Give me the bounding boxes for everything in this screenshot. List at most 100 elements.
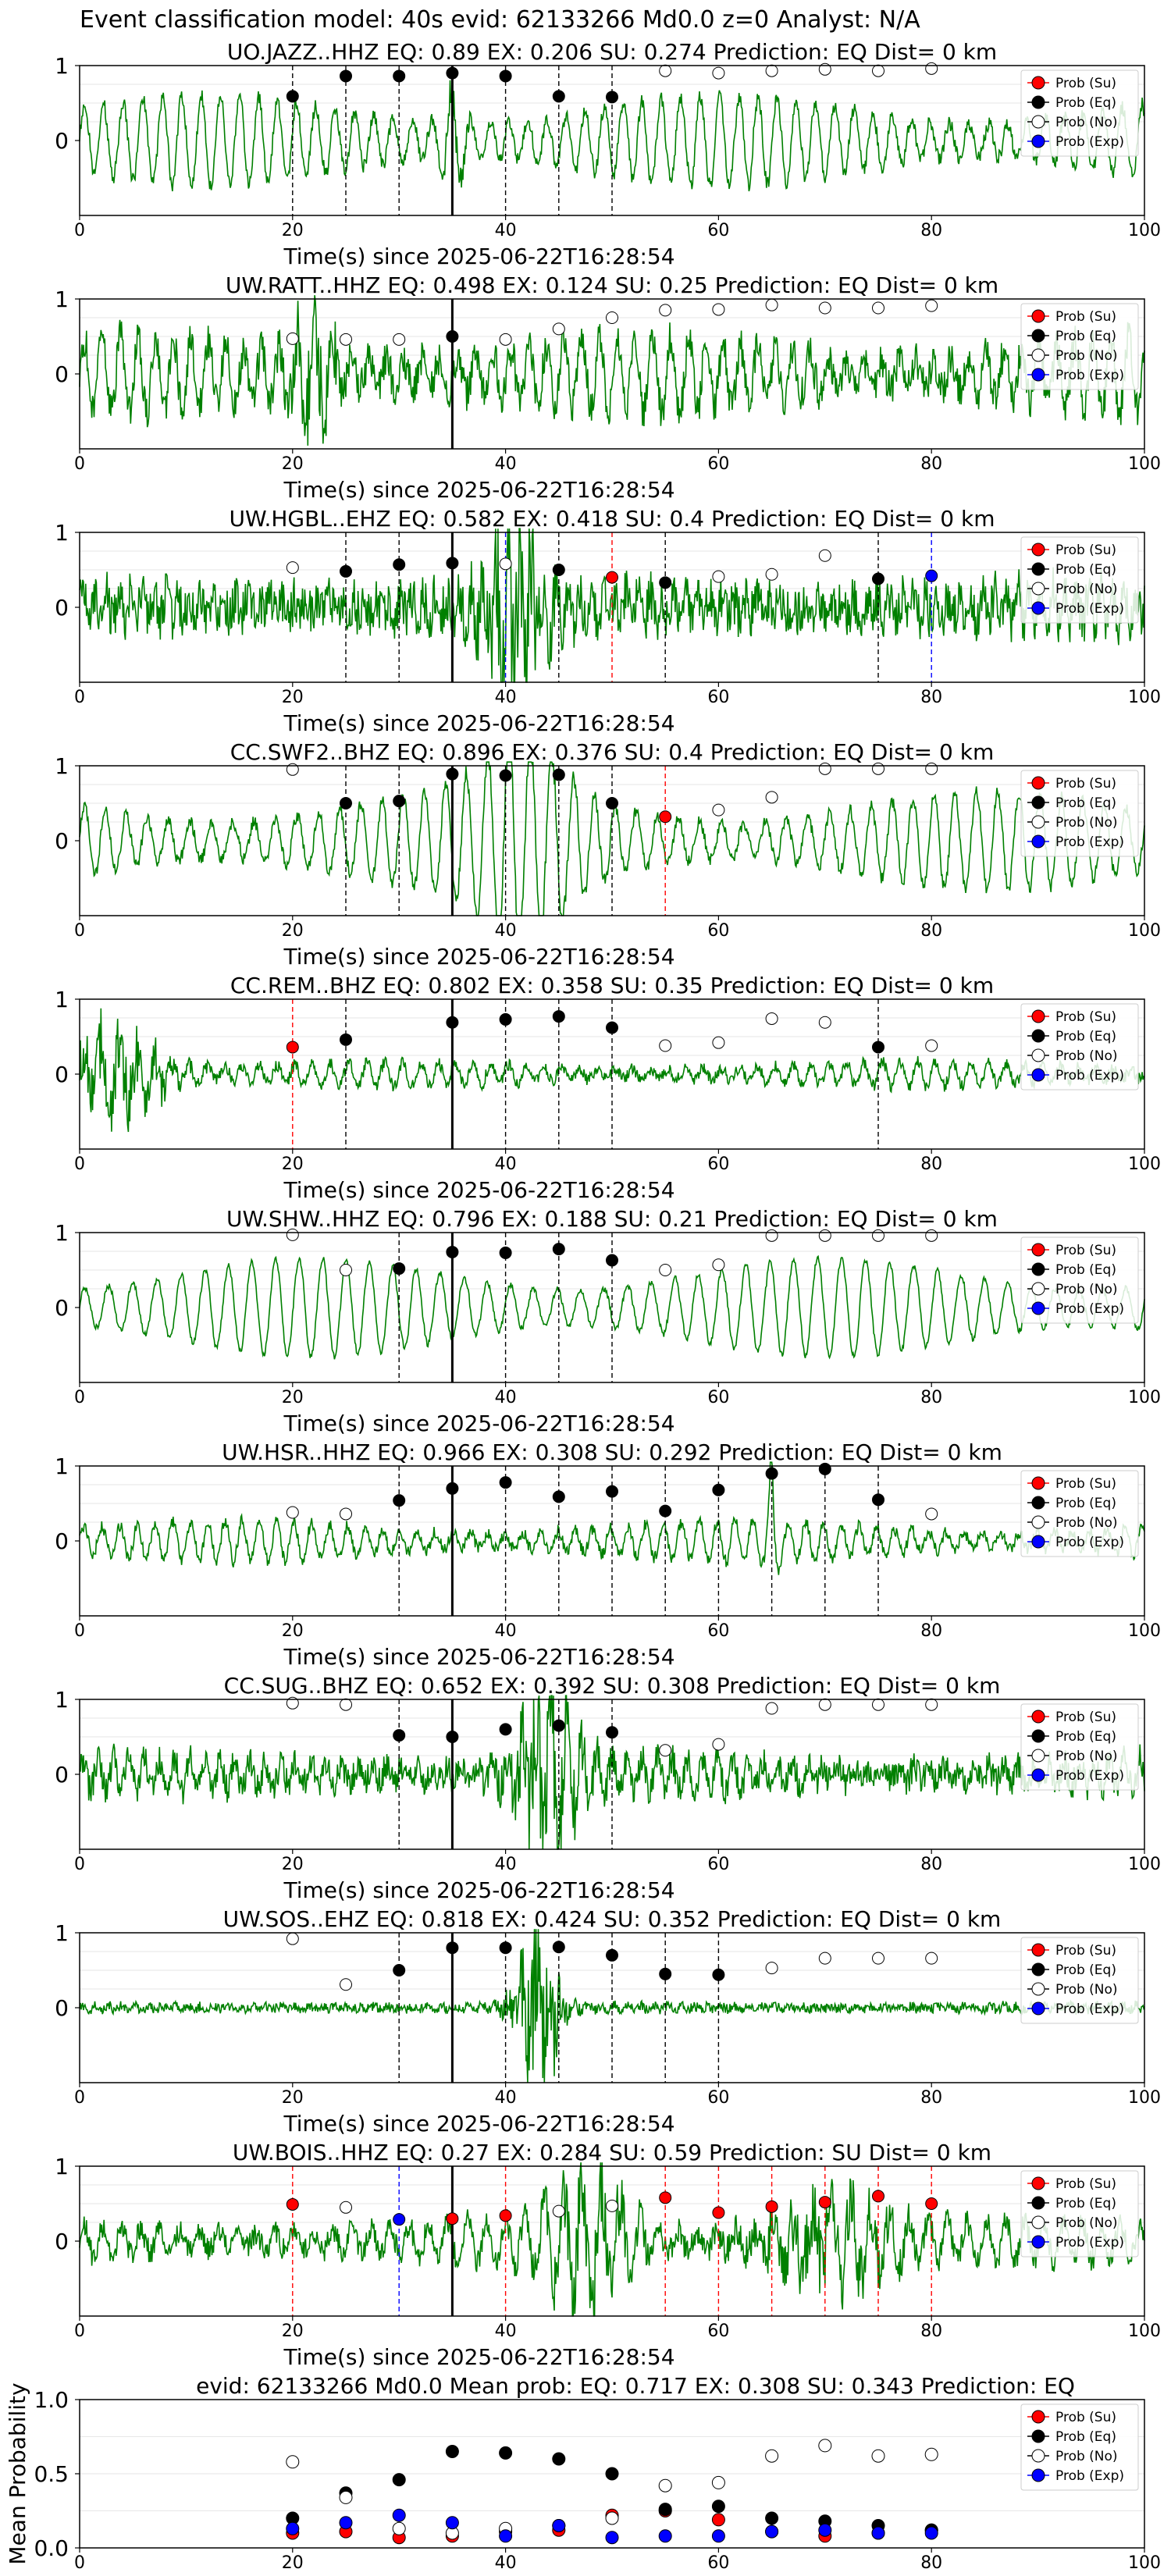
legend-marker — [1031, 329, 1045, 343]
mean-prob-marker — [765, 2449, 779, 2463]
legend-marker — [1031, 1243, 1045, 1257]
x-tick-label: 100 — [1128, 2553, 1161, 2573]
prob-marker — [925, 1698, 938, 1711]
legend-box — [1020, 303, 1139, 390]
x-tick-label: 20 — [282, 221, 304, 240]
legend-box — [1020, 536, 1139, 624]
prob-marker — [340, 1264, 352, 1276]
y-tick-label: 0 — [55, 128, 69, 154]
x-tick-label: 40 — [495, 1855, 517, 1874]
x-tick-label: 20 — [282, 2088, 304, 2108]
legend-marker — [1031, 582, 1045, 596]
x-tick-label: 0 — [74, 688, 85, 707]
mean-prob-marker — [818, 2439, 832, 2453]
x-tick-label: 60 — [707, 454, 729, 474]
prob-marker — [499, 1723, 512, 1736]
prob-marker — [286, 1041, 299, 1054]
legend-marker — [1031, 1068, 1045, 1082]
x-tick-label: 100 — [1128, 1855, 1161, 1874]
legend-label: Prob (Exp) — [1055, 834, 1124, 850]
mean-prob-marker — [286, 2521, 300, 2535]
x-tick-label: 0 — [74, 2088, 85, 2108]
prob-marker — [499, 557, 512, 571]
y-axis-label: Mean Probability — [5, 2382, 30, 2564]
x-tick-label: 20 — [282, 1155, 304, 1174]
prob-marker — [446, 1245, 459, 1258]
mean-prob-marker — [339, 2490, 353, 2504]
prob-marker — [659, 1967, 672, 1980]
legend-marker — [1031, 95, 1045, 109]
legend-label: Prob (Eq) — [1055, 1729, 1116, 1745]
x-tick-label: 80 — [920, 2088, 942, 2108]
legend-label: Prob (Eq) — [1055, 2196, 1116, 2211]
x-tick-label: 0 — [74, 921, 85, 941]
prob-marker — [712, 803, 725, 817]
x-tick-label: 0 — [74, 1155, 85, 1174]
x-tick-label: 0 — [74, 1621, 85, 1641]
prob-marker — [659, 576, 672, 589]
prob-marker — [606, 2199, 618, 2212]
x-tick-label: 80 — [920, 221, 942, 240]
x-tick-label: 60 — [707, 1388, 729, 1407]
legend-label: Prob (Su) — [1055, 2410, 1116, 2425]
prob-marker — [340, 564, 352, 578]
x-tick-label: 40 — [495, 1621, 517, 1641]
prob-marker — [340, 2201, 352, 2214]
mean-prob-marker — [445, 2445, 459, 2458]
prob-marker — [499, 1476, 512, 1489]
prob-marker — [606, 1485, 618, 1498]
y-tick-label: 1 — [55, 753, 69, 779]
prob-marker — [818, 762, 831, 775]
prob-marker — [393, 1262, 406, 1276]
prob-marker — [712, 1483, 725, 1496]
prob-marker — [712, 303, 725, 316]
mean-prob-marker — [871, 2449, 885, 2463]
mean-prob-marker — [871, 2526, 885, 2540]
legend-marker — [1031, 1710, 1045, 1724]
mean-prob-marker — [552, 2519, 566, 2532]
x-tick-label: 60 — [707, 688, 729, 707]
legend-marker — [1031, 1476, 1045, 1490]
prob-marker — [818, 1229, 831, 1242]
prob-marker — [818, 62, 831, 76]
prob-marker — [818, 301, 831, 315]
prob-marker — [446, 1482, 459, 1495]
x-tick-label: 40 — [495, 1155, 517, 1174]
panel-title: CC.SWF2..BHZ EQ: 0.896 EX: 0.376 SU: 0.4… — [230, 739, 994, 765]
y-tick-label: 1 — [55, 53, 69, 79]
y-tick-label: 1 — [55, 286, 69, 312]
prob-marker — [499, 1246, 512, 1259]
x-tick-label: 80 — [920, 2553, 942, 2573]
prob-marker — [286, 90, 299, 103]
prob-marker — [446, 66, 459, 80]
x-tick-label: 100 — [1128, 1388, 1161, 1407]
mean-prob-marker — [605, 2467, 619, 2481]
x-tick-label: 40 — [495, 921, 517, 941]
y-tick-label: 1 — [55, 1920, 69, 1946]
x-axis-label: Time(s) since 2025-06-22T16:28:54 — [283, 1411, 674, 1436]
prob-marker — [393, 69, 406, 83]
prob-marker — [286, 1506, 299, 1519]
prob-marker — [552, 564, 565, 576]
panel-title: UW.RATT..HHZ EQ: 0.498 EX: 0.124 SU: 0.2… — [226, 272, 998, 298]
waveform-trace — [79, 1929, 1145, 2083]
legend-label: Prob (No) — [1055, 1749, 1118, 1764]
prob-marker — [765, 64, 778, 77]
prob-marker — [552, 2204, 565, 2218]
legend-marker — [1031, 1943, 1045, 1957]
x-tick-label: 0 — [74, 1388, 85, 1407]
prob-marker — [552, 90, 565, 103]
waveform-trace — [79, 1695, 1145, 1850]
y-tick-label: 1 — [55, 987, 69, 1012]
x-tick-label: 100 — [1128, 1621, 1161, 1641]
x-tick-label: 0 — [74, 221, 85, 240]
prob-marker — [499, 2209, 512, 2222]
prob-marker — [552, 322, 565, 336]
legend-marker — [1031, 1048, 1045, 1062]
legend-label: Prob (Exp) — [1055, 1301, 1124, 1317]
legend-marker — [1031, 2176, 1045, 2190]
x-tick-label: 0 — [74, 454, 85, 474]
prob-marker — [393, 1964, 406, 1976]
legend-label: Prob (Su) — [1055, 1710, 1116, 1725]
legend-box — [1020, 1236, 1139, 1324]
